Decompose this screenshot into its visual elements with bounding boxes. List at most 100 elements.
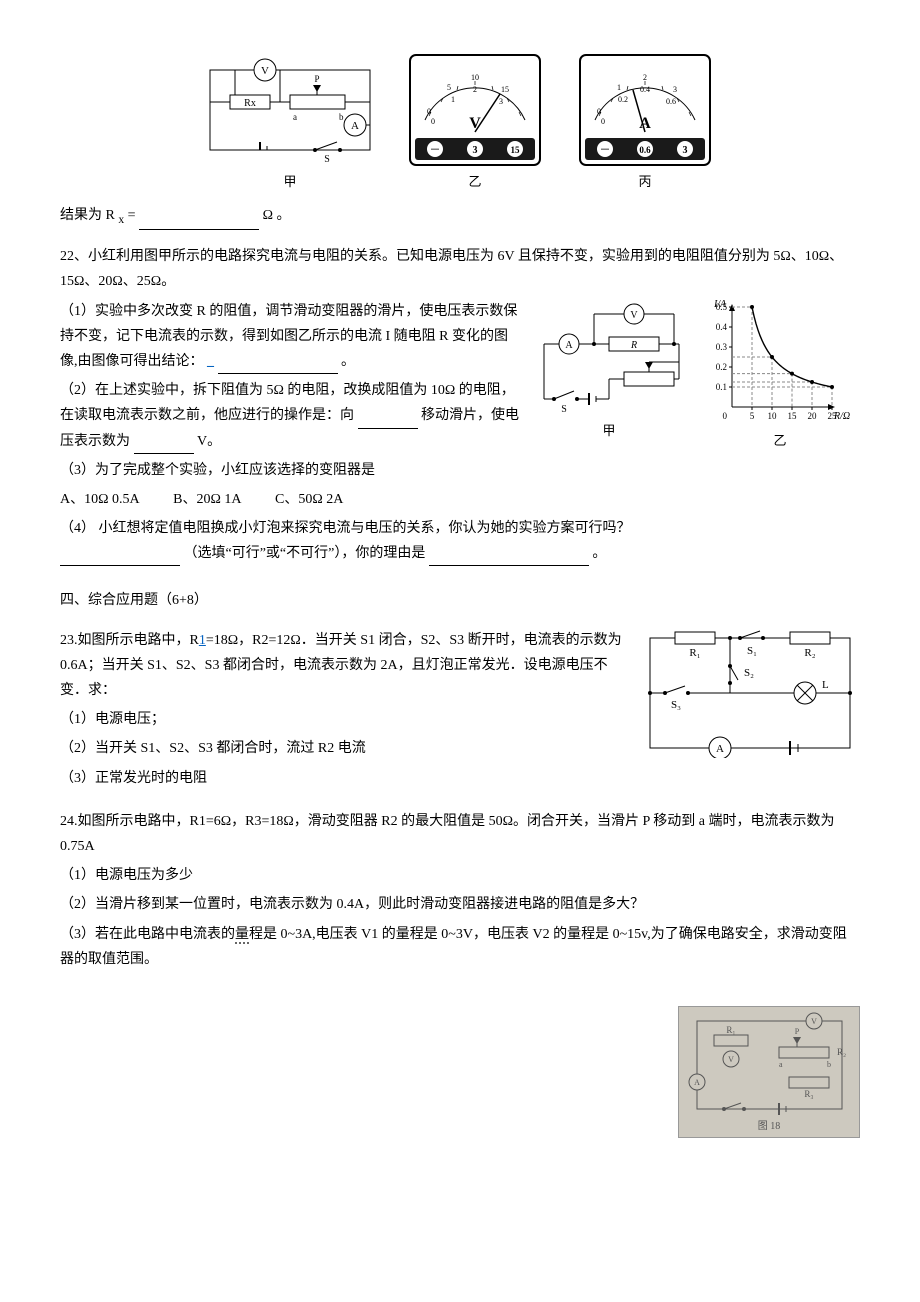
svg-text:A: A (694, 1078, 700, 1087)
q24-photo-svg: V R₁ V P a b R₂ R₃ A (679, 1007, 859, 1137)
svg-text:0: 0 (601, 117, 605, 126)
svg-text:－: － (430, 144, 441, 156)
v-label: V (261, 65, 269, 77)
q21-figures: V Rx P a b A (60, 50, 860, 193)
svg-text:0.3: 0.3 (716, 342, 728, 352)
svg-text:S: S (561, 404, 567, 415)
svg-text:0: 0 (723, 411, 728, 421)
svg-text:5: 5 (750, 411, 755, 421)
q22-opt-a[interactable]: A、10Ω 0.5A (60, 487, 140, 512)
svg-text:15: 15 (788, 411, 798, 421)
svg-text:2: 2 (473, 85, 477, 94)
svg-text:0.1: 0.1 (716, 382, 727, 392)
svg-text:10: 10 (768, 411, 778, 421)
q24: 24.如图所示电路中，R1=6Ω，R3=18Ω，滑动变阻器 R2 的最大阻值是 … (60, 809, 860, 1138)
v-unit: V (469, 115, 481, 132)
q22-fig-yi: 0.10.20.30.40.55101520250I/AR/Ω 乙 (700, 299, 860, 452)
q23-circuit-svg: R₁ S₁ R₂ S₂ L (640, 628, 860, 758)
svg-text:R₂: R₂ (837, 1047, 846, 1057)
q21-blank[interactable] (139, 215, 259, 230)
q22-fig-jia: V A R (534, 299, 684, 452)
svg-text:0.6: 0.6 (639, 145, 651, 155)
q22-chart-svg: 0.10.20.30.40.55101520250I/AR/Ω (700, 299, 860, 429)
svg-text:R₁: R₁ (726, 1025, 735, 1035)
q22-p2-blank1[interactable] (358, 414, 418, 429)
q21-answer-line: 结果为 R x = Ω 。 (60, 203, 860, 230)
q21-unit: Ω 。 (263, 208, 291, 223)
q24-photo: V R₁ V P a b R₂ R₃ A (678, 1006, 860, 1138)
q22-p2-blank2[interactable] (134, 439, 194, 454)
svg-text:V: V (728, 1055, 734, 1064)
q21-fig-bing: 0123 00.20.40.6 A － 0.6 3 丙 (575, 50, 715, 193)
q22-opt-b[interactable]: B、20Ω 1A (173, 487, 241, 512)
q22-circuit-svg: V A R (534, 299, 684, 419)
svg-text:A: A (565, 340, 573, 351)
s-label: S (324, 154, 330, 165)
caption-yi: 乙 (405, 170, 545, 193)
q22-stem: 小红利用图甲所示的电路探究电流与电阻的关系。已知电源电压为 6V 且保持不变，实… (60, 249, 843, 289)
svg-text:R/Ω: R/Ω (833, 411, 850, 422)
q22-number: 22、 (60, 249, 88, 264)
svg-text:S₁: S₁ (747, 645, 757, 657)
q22-options: A、10Ω 0.5A B、20Ω 1A C、50Ω 2A (60, 487, 860, 512)
q22-caption-jia: 甲 (534, 419, 684, 442)
svg-text:0.2: 0.2 (716, 362, 727, 372)
svg-text:0: 0 (431, 117, 435, 126)
svg-text:A: A (716, 743, 724, 755)
q22-opt-c[interactable]: C、50Ω 2A (275, 487, 343, 512)
svg-text:2: 2 (643, 73, 647, 82)
p-label: P (314, 74, 319, 84)
svg-text:0: 0 (597, 107, 601, 116)
svg-text:S₂: S₂ (744, 667, 754, 679)
q23-number: 23. (60, 633, 78, 648)
svg-text:a: a (779, 1060, 783, 1069)
svg-text:10: 10 (471, 73, 479, 82)
svg-text:S₃: S₃ (671, 699, 681, 711)
svg-text:0.4: 0.4 (716, 322, 728, 332)
svg-text:0.6: 0.6 (666, 97, 676, 106)
q22-figures: V A R (534, 299, 860, 452)
svg-text:3: 3 (473, 145, 478, 156)
q24-p1: （1）电源电压为多少 (60, 863, 860, 888)
svg-text:V: V (630, 310, 638, 321)
svg-text:15: 15 (511, 145, 521, 155)
section4-title: 四、综合应用题（6+8） (60, 588, 860, 613)
voltmeter-svg: 0 5 10 15 0 1 2 3 V － 3 15 (405, 50, 545, 170)
q22-p4-blank2[interactable] (429, 551, 589, 566)
svg-text:15: 15 (501, 85, 509, 94)
q23-link[interactable]: 1 (199, 633, 206, 648)
q21-eq: = (128, 208, 136, 223)
q23-p3: （3）正常发光时的电阻 (60, 766, 860, 791)
svg-text:3: 3 (499, 97, 503, 106)
q21-circuit-svg: V Rx P a b A (205, 50, 375, 170)
svg-text:0: 0 (427, 107, 431, 116)
q24-stem: 如图所示电路中，R1=6Ω，R3=18Ω，滑动变阻器 R2 的最大阻值是 50Ω… (60, 814, 835, 854)
q21-prefix: 结果为 R (60, 208, 115, 223)
svg-text:P: P (795, 1027, 800, 1036)
q24-dotted: 量 (235, 927, 249, 944)
b-label: b (339, 112, 344, 122)
q22-p1-blank[interactable] (218, 359, 338, 374)
q21-sub: x (118, 213, 124, 226)
a-label: a (293, 112, 297, 122)
svg-text:0.4: 0.4 (640, 85, 650, 94)
svg-text:b: b (827, 1060, 831, 1069)
q24-number: 24. (60, 814, 78, 829)
q22-p4: （4） 小红想将定值电阻换成小灯泡来探究电流与电压的关系，你认为她的实验方案可行… (60, 516, 860, 566)
svg-text:R: R (630, 340, 637, 351)
q22-p1-link[interactable]: _ (207, 354, 214, 369)
caption-jia: 甲 (205, 170, 375, 193)
svg-text:5: 5 (447, 83, 451, 92)
q22-p4-blank1[interactable] (60, 551, 180, 566)
svg-text:图 18: 图 18 (758, 1120, 781, 1132)
q23-figure: R₁ S₁ R₂ S₂ L (640, 628, 860, 758)
svg-text:V: V (811, 1017, 817, 1026)
svg-text:20: 20 (808, 411, 818, 421)
q22: 22、小红利用图甲所示的电路探究电流与电阻的关系。已知电源电压为 6V 且保持不… (60, 244, 860, 570)
svg-text:0.2: 0.2 (618, 95, 628, 104)
ammeter-svg: 0123 00.20.40.6 A － 0.6 3 (575, 50, 715, 170)
rx-label: Rx (244, 98, 256, 109)
svg-text:1: 1 (451, 95, 455, 104)
q24-p2: （2）当滑片移到某一位置时，电流表示数为 0.4A，则此时滑动变阻器接进电路的阻… (60, 892, 860, 917)
svg-text:－: － (600, 144, 611, 156)
